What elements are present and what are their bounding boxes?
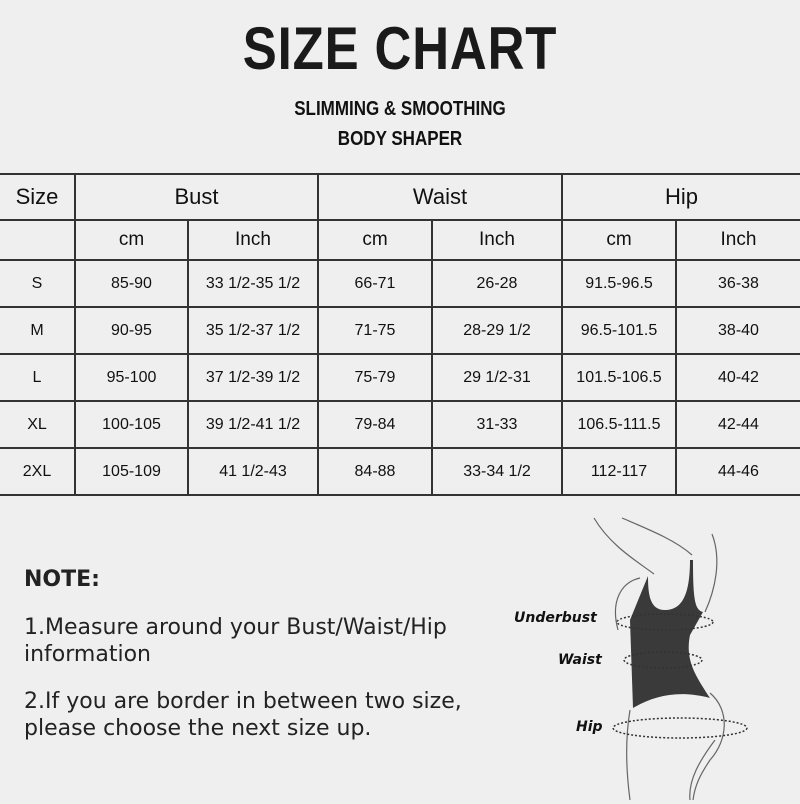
measurement-cell: 33 1/2-35 1/2 [187,259,319,308]
measurement-cell: 42-44 [675,400,800,449]
measurement-cell: 37 1/2-39 1/2 [187,353,319,402]
unit-header: Inch [431,219,563,261]
table-row: M 90-95 35 1/2-37 1/2 71-75 28-29 1/2 96.5-10… [0,306,800,355]
underbust-measure-line [616,613,714,631]
measurement-cell: 112-117 [561,447,677,496]
table-row: XL 100-105 39 1/2-41 1/2 79-84 31-33 106.5-11… [0,400,800,449]
measurement-cell: 31-33 [431,400,563,449]
measurement-cell: 85-90 [74,259,189,308]
measurement-cell: 106.5-111.5 [561,400,677,449]
measurement-cell: 91.5-96.5 [561,259,677,308]
measurement-cell: 66-71 [317,259,433,308]
unit-header: cm [317,219,433,261]
measurement-cell: 40-42 [675,353,800,402]
measurement-cell: 26-28 [431,259,563,308]
bust-header: Bust [74,173,319,221]
size-cell: 2XL [0,447,76,496]
measurement-cell: 39 1/2-41 1/2 [187,400,319,449]
measurement-cell: 28-29 1/2 [431,306,563,355]
waist-header: Waist [317,173,563,221]
measurement-cell: 79-84 [317,400,433,449]
note-heading: NOTE: [24,567,100,592]
measurement-cell: 33-34 1/2 [431,447,563,496]
measurement-cell: 90-95 [74,306,189,355]
table-row: L 95-100 37 1/2-39 1/2 75-79 29 1/2-31 101.5-… [0,353,800,402]
measurement-cell: 38-40 [675,306,800,355]
size-cell: M [0,306,76,355]
size-cell: L [0,353,76,402]
unit-header: Inch [675,219,800,261]
table-row: S 85-90 33 1/2-35 1/2 66-71 26-28 91.5-96.5 36… [0,259,800,308]
measurement-cell: 36-38 [675,259,800,308]
size-cell: XL [0,400,76,449]
subtitle-line-2: BODY SHAPER [337,128,463,150]
hip-label: Hip [576,719,603,735]
garment-shape [630,560,710,708]
measurement-cell: 35 1/2-37 1/2 [187,306,319,355]
table-header-row: Size Bust Waist Hip [0,173,800,221]
measurement-cell: 75-79 [317,353,433,402]
underbust-label: Underbust [514,610,597,626]
note-item-1: 1.Measure around your Bust/Waist/Hip inf… [24,615,447,667]
body-outline-illustration [593,517,748,801]
table-units-row: cm Inch cm Inch cm Inch [0,219,800,261]
measurement-cell: 96.5-101.5 [561,306,677,355]
empty-cell [0,219,76,261]
hip-header: Hip [561,173,800,221]
measurement-cell: 41 1/2-43 [187,447,319,496]
unit-header: cm [561,219,677,261]
body-shaper-figure: Underbust Waist Hip [500,500,800,804]
waist-label: Waist [558,652,602,668]
size-cell: S [0,259,76,308]
size-table: Size Bust Waist Hip cm Inch cm Inch cm I… [0,173,800,496]
waist-measure-line [623,651,703,669]
table-row: 2XL 105-109 41 1/2-43 84-88 33-34 1/2 112-117… [0,447,800,496]
unit-header: cm [74,219,189,261]
measurement-cell: 101.5-106.5 [561,353,677,402]
subtitle-line-1: SLIMMING & SMOOTHING [294,98,506,120]
hip-measure-line [612,717,748,739]
measurement-cell: 71-75 [317,306,433,355]
measurement-cell: 95-100 [74,353,189,402]
note-item-2: 2.If you are border in between two size,… [24,689,462,741]
measurement-cell: 100-105 [74,400,189,449]
measurement-cell: 29 1/2-31 [431,353,563,402]
page-title: SIZE CHART [242,15,558,82]
measurement-cell: 84-88 [317,447,433,496]
size-header: Size [0,173,76,221]
measurement-cell: 44-46 [675,447,800,496]
unit-header: Inch [187,219,319,261]
measurement-cell: 105-109 [74,447,189,496]
